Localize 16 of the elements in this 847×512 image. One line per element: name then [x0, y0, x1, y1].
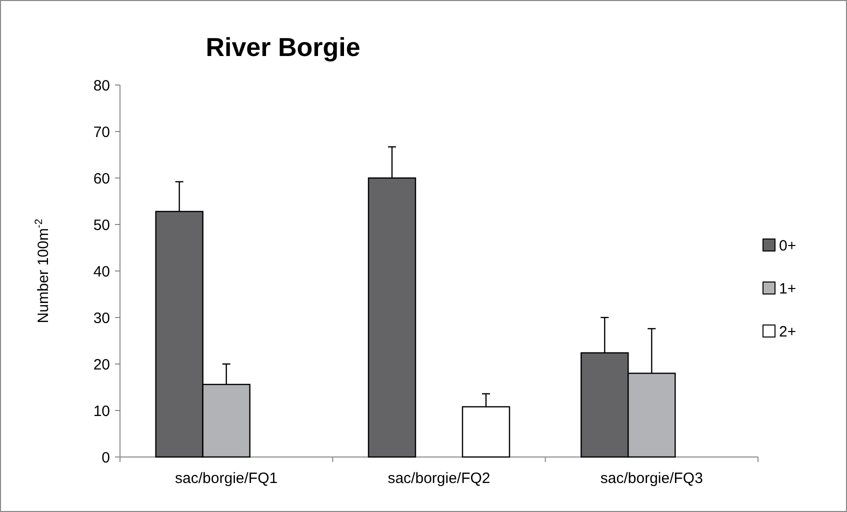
- x-tick-label: sac/borgie/FQ1: [175, 470, 278, 487]
- x-tick-label: sac/borgie/FQ2: [388, 470, 490, 487]
- legend-label: 2+: [779, 323, 796, 340]
- y-tick-label: 20: [93, 356, 110, 374]
- y-tick-label: 80: [93, 77, 110, 94]
- x-tick-label: sac/borgie/FQ3: [600, 470, 703, 487]
- y-tick-label: 10: [93, 402, 110, 420]
- chart-title: River Borgie: [206, 32, 360, 62]
- y-tick-label: 70: [93, 124, 110, 141]
- y-tick-label: 40: [93, 263, 110, 280]
- y-tick-label: 30: [93, 310, 110, 327]
- y-tick-label: 0: [102, 449, 110, 466]
- y-tick-label: 50: [93, 216, 110, 234]
- legend-label: 0+: [779, 237, 796, 254]
- legend-label: 1+: [779, 280, 796, 298]
- y-tick-label: 60: [93, 170, 110, 188]
